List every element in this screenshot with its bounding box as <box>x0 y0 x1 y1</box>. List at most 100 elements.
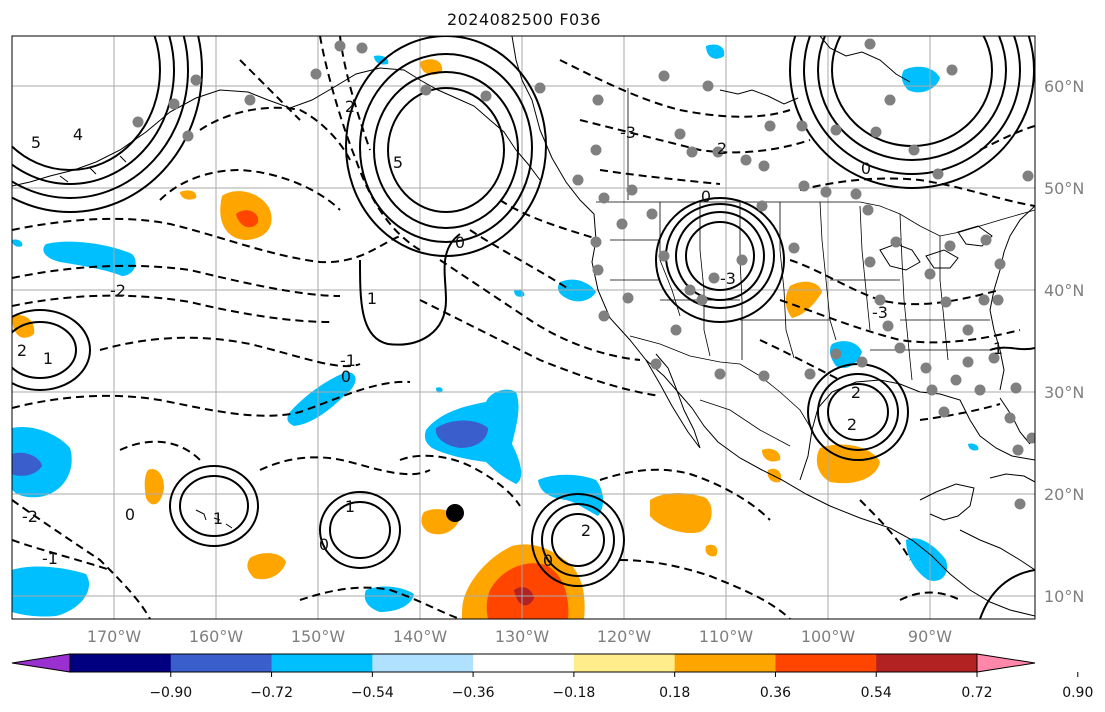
station-dot <box>650 358 662 370</box>
dashed-contour <box>979 125 1035 151</box>
negative-anomaly-region <box>12 239 23 247</box>
longitude-tick-label: 100°W <box>801 627 856 646</box>
station-dot <box>696 294 708 306</box>
solid-contour <box>551 513 605 567</box>
colorbar-segment <box>271 654 373 672</box>
station-dot <box>962 324 974 336</box>
station-dot <box>646 208 658 220</box>
station-dot <box>658 70 670 82</box>
station-dot <box>712 146 724 158</box>
station-dot <box>590 144 602 156</box>
dashed-contour <box>12 539 111 571</box>
contour-value-label: 0 <box>861 159 871 178</box>
contour-value-label: -3 <box>620 123 636 142</box>
negative-anomaly-region <box>706 44 725 59</box>
station-dot <box>590 236 602 248</box>
solid-contour <box>359 233 461 346</box>
latitude-tick-label: 50°N <box>1044 179 1084 198</box>
station-dot <box>874 294 886 306</box>
negative-anomaly-region <box>829 341 862 369</box>
contour-value-label: 2 <box>581 521 591 540</box>
dashed-contour <box>419 299 661 397</box>
station-dot <box>884 94 896 106</box>
station-dot <box>684 284 696 296</box>
longitude-axis: 170°W 160°W 150°W 140°W 130°W 120°W 110°W 100°W… <box>87 627 952 646</box>
station-dot <box>356 42 368 54</box>
contour-value-label: 5 <box>31 133 41 152</box>
positive-anomaly-region <box>12 314 35 338</box>
station-dot <box>764 120 776 132</box>
longitude-tick-label: 140°W <box>393 627 448 646</box>
solid-contour <box>329 501 391 559</box>
dashed-contour <box>12 294 331 323</box>
moderate-negative-anomaly-region <box>435 420 488 448</box>
contour-value-label: -1 <box>340 351 356 370</box>
station-dot <box>862 204 874 216</box>
dashed-contour <box>919 403 1001 421</box>
station-dot <box>480 90 492 102</box>
colorbar-tick-label: −0.90 <box>149 685 192 701</box>
dashed-contour <box>619 559 791 619</box>
dashed-contour <box>159 168 341 211</box>
contour-value-label: 1 <box>367 289 377 308</box>
colorbar-segment <box>473 654 575 672</box>
latitude-tick-label: 40°N <box>1044 281 1084 300</box>
station-dot <box>658 250 670 262</box>
map-frame <box>11 35 1036 620</box>
dashed-contour <box>559 59 791 118</box>
colorbar-tick-label: −0.72 <box>250 685 293 701</box>
contour-value-label: 1 <box>213 509 223 528</box>
colorbar-tick-label: 0.54 <box>861 685 892 701</box>
colorbar-segment <box>876 654 978 672</box>
negative-anomaly-region <box>968 443 979 451</box>
longitude-tick-label: 90°W <box>908 627 952 646</box>
contour-lines <box>12 36 1035 619</box>
contour-value-label: -3 <box>872 303 888 322</box>
station-dot <box>190 74 202 86</box>
solid-contour <box>12 36 203 213</box>
station-dot <box>702 80 714 92</box>
station-dot <box>864 256 876 268</box>
contour-value-label: -2 <box>22 507 38 526</box>
storm-center-marker <box>446 504 464 522</box>
dashed-contour <box>779 299 1021 344</box>
solid-contour <box>12 36 189 199</box>
negative-anomaly-region <box>12 426 72 498</box>
station-dot <box>938 406 950 418</box>
solid-contour <box>169 465 259 547</box>
positive-anomaly-region <box>785 281 822 318</box>
station-dot <box>850 188 862 200</box>
station-dot <box>980 234 992 246</box>
solid-contour <box>541 503 615 577</box>
latitude-axis: 60°N 50°N 40°N 30°N 20°N 10°N <box>1044 77 1084 606</box>
station-dot <box>946 64 958 76</box>
contour-value-label: 0 <box>701 187 711 206</box>
solid-contour <box>685 221 755 291</box>
station-dot <box>940 296 952 308</box>
longitude-tick-label: 160°W <box>189 627 244 646</box>
solid-contour <box>387 87 505 213</box>
solid-contour <box>319 491 401 569</box>
positive-anomaly-region <box>144 468 164 505</box>
colorbar-segment <box>170 654 273 672</box>
solid-contour <box>827 383 889 441</box>
colorbar-segment <box>775 654 877 672</box>
negative-anomaly-region <box>43 241 136 276</box>
station-dot <box>736 254 748 266</box>
station-dot <box>1010 382 1022 394</box>
solid-contour <box>675 211 765 301</box>
longitude-tick-label: 110°W <box>699 627 754 646</box>
dashed-contour <box>399 454 521 507</box>
dashed-contour <box>199 106 351 161</box>
station-dot <box>994 258 1006 270</box>
station-dot <box>908 144 920 156</box>
station-dot <box>708 272 720 284</box>
dashed-contour <box>859 499 911 561</box>
station-dot <box>804 368 816 380</box>
solid-contour <box>789 36 1035 189</box>
colorbar: −0.90 −0.72 −0.54 −0.36 −0.18 0.18 0.36 0.54 0.7… <box>11 653 1093 701</box>
contour-value-label: 2 <box>17 341 27 360</box>
station-dot <box>944 240 956 252</box>
positive-anomaly-region <box>705 544 718 557</box>
